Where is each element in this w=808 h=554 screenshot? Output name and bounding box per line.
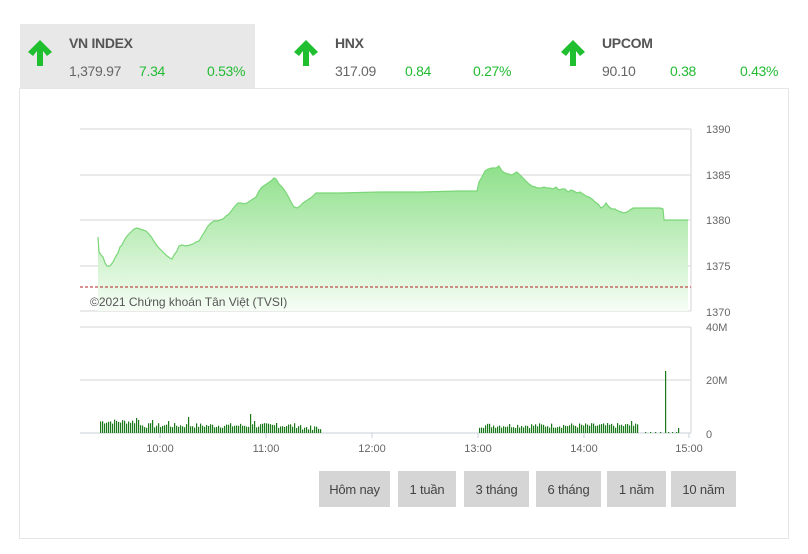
- price-line: [97, 165, 688, 267]
- index-name: UPCOM: [602, 35, 653, 51]
- index-change: 0.84: [405, 63, 432, 79]
- svg-text:1380: 1380: [706, 215, 730, 227]
- tab-vn-index[interactable]: VN INDEX 1,379.97 7.34 0.53%: [20, 24, 255, 89]
- chart-panel: [19, 88, 789, 539]
- range-6-months-button[interactable]: 6 tháng: [536, 471, 601, 507]
- svg-text:10:00: 10:00: [146, 443, 174, 455]
- svg-text:1385: 1385: [706, 170, 730, 182]
- svg-text:15:00: 15:00: [675, 443, 703, 455]
- svg-text:0: 0: [706, 429, 712, 441]
- range-3-months-button[interactable]: 3 tháng: [464, 471, 529, 507]
- svg-text:12:00: 12:00: [358, 443, 386, 455]
- svg-text:1375: 1375: [706, 261, 730, 273]
- arrow-up-icon: [561, 40, 585, 66]
- tab-hnx[interactable]: HNX 317.09 0.84 0.27%: [286, 24, 521, 89]
- svg-text:40M: 40M: [706, 322, 727, 334]
- svg-text:14:00: 14:00: [570, 443, 598, 455]
- range-10-years-button[interactable]: 10 năm: [671, 471, 736, 507]
- svg-text:13:00: 13:00: [464, 443, 492, 455]
- index-change: 0.38: [670, 63, 697, 79]
- index-tabs: VN INDEX 1,379.97 7.34 0.53% HNX 317.09 …: [20, 24, 788, 89]
- range-1-year-button[interactable]: 1 năm: [607, 471, 666, 507]
- svg-text:1390: 1390: [706, 124, 730, 136]
- tab-upcom[interactable]: UPCOM 90.10 0.38 0.43%: [553, 24, 788, 89]
- chart-copyright: ©2021 Chứng khoán Tân Việt (TVSI): [90, 295, 287, 309]
- index-name: HNX: [335, 35, 364, 51]
- price-area: [98, 166, 688, 311]
- index-change: 7.34: [139, 63, 166, 79]
- index-percent: 0.43%: [740, 63, 779, 79]
- volume-y-axis: 40M 20M 0: [706, 322, 727, 441]
- svg-text:20M: 20M: [706, 375, 727, 387]
- time-x-axis: 10:00 11:00 12:00 13:00 14:00 15:00: [146, 433, 703, 455]
- volume-grid: [80, 326, 692, 434]
- svg-text:11:00: 11:00: [253, 443, 280, 455]
- svg-text:1370: 1370: [706, 307, 730, 319]
- volume-bars: [100, 371, 680, 433]
- index-price: 90.10: [602, 63, 636, 79]
- range-1-week-button[interactable]: 1 tuần: [398, 471, 456, 507]
- index-price: 317.09: [335, 63, 377, 79]
- arrow-up-icon: [294, 40, 318, 66]
- index-percent: 0.53%: [207, 63, 246, 79]
- arrow-up-icon: [28, 40, 52, 66]
- index-percent: 0.27%: [473, 63, 512, 79]
- index-price: 1,379.97: [69, 63, 122, 79]
- index-name: VN INDEX: [69, 35, 133, 51]
- price-y-axis: 1390 1385 1380 1375 1370: [706, 124, 730, 319]
- range-today-button[interactable]: Hôm nay: [319, 471, 390, 507]
